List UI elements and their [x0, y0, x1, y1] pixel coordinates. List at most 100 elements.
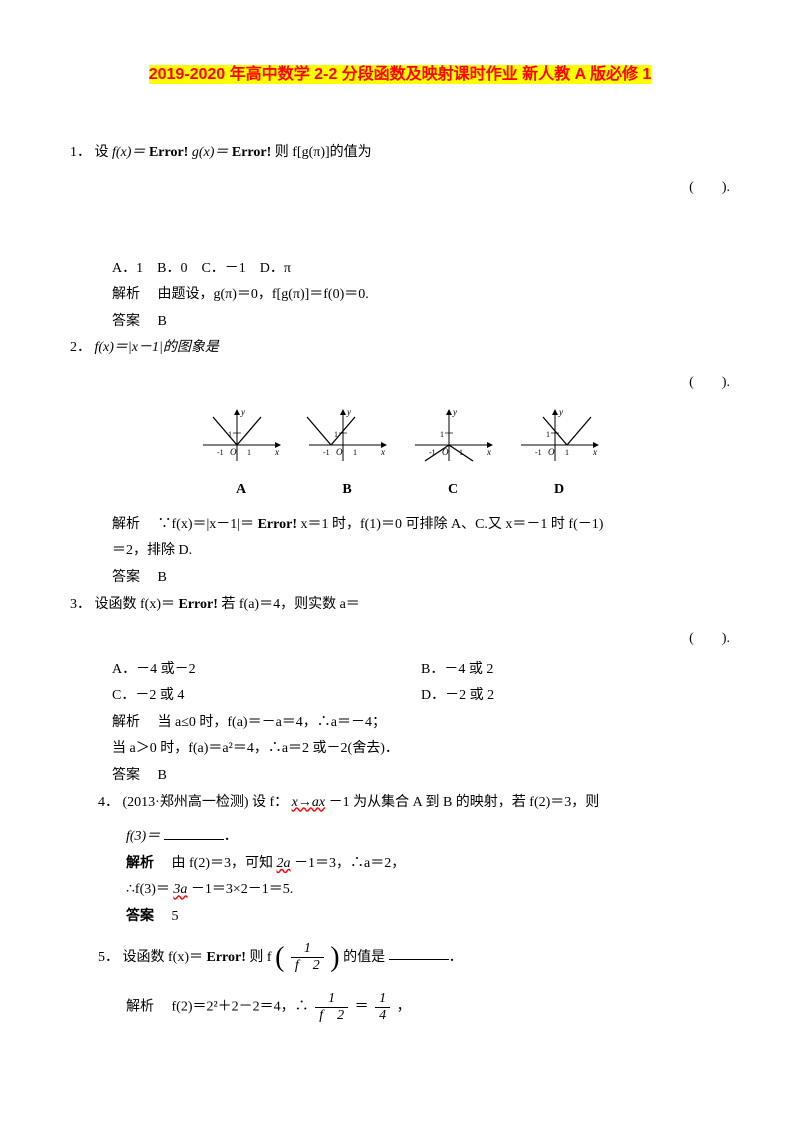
q3-analysis1-text: 当 a≤0 时，f(a)＝－a＝4，∴a＝－4；: [158, 715, 387, 730]
problem-4: 4． (2013·郑州高一检测) 设 f： x→ax －1 为从集合 A 到 B…: [70, 790, 730, 817]
q3-stem-a: 设函数 f(x)＝: [95, 597, 176, 612]
q4-stem-line2: f(3)＝ ．: [70, 824, 730, 851]
q5-stem-a: 设函数 f(x)＝: [123, 949, 204, 964]
q4-analysis1-b: 2a: [277, 856, 291, 871]
answer-label: 答案: [112, 314, 154, 329]
q3-answer: 答案 B: [70, 763, 730, 790]
q1-paren: ( ).: [70, 175, 730, 202]
q1-analysis-text: 由题设，g(π)＝0，f[g(π)]＝f(0)＝0.: [158, 287, 369, 302]
q5-number: 5．: [98, 949, 119, 964]
q2-analysis-b: x＝1 时，f(1)＝0 可排除 A、C.又 x＝－1 时 f(－1): [300, 517, 603, 532]
graph-a: y x -1 O 1 1 A: [197, 405, 285, 504]
svg-text:y: y: [558, 407, 563, 417]
frac2-top: 1: [315, 992, 348, 1008]
q2-analysis: 解析 ∵f(x)＝|x－1|＝ Error! x＝1 时，f(1)＝0 可排除 …: [70, 512, 730, 539]
graph-label: A: [197, 477, 285, 504]
svg-text:-1: -1: [323, 448, 330, 457]
svg-text:1: 1: [353, 448, 357, 457]
q2-stem: f(x)＝|x－1|的图象是: [95, 340, 219, 355]
q2-analysis-c: ＝2，排除 D.: [70, 538, 730, 565]
frac3-top: 1: [375, 992, 390, 1008]
q4-map: x→ax: [292, 795, 325, 810]
lparen-icon: (: [275, 942, 284, 973]
svg-text:x: x: [274, 447, 279, 457]
q3-analysis1: 解析 当 a≤0 时，f(a)＝－a＝4，∴a＝－4；: [70, 710, 730, 737]
svg-text:1: 1: [459, 448, 463, 457]
rparen-icon: ): [330, 942, 339, 973]
q3-opt-c: C．－2 或 4: [112, 683, 421, 710]
answer-label: 答案: [112, 570, 154, 585]
q1-error-2: Error!: [232, 145, 271, 160]
svg-text:y: y: [240, 407, 245, 417]
svg-text:x: x: [380, 447, 385, 457]
svg-text:O: O: [442, 447, 449, 457]
q4-answer-val: 5: [172, 909, 179, 924]
graph-label: B: [303, 477, 391, 504]
q1-fx: f(x)＝: [112, 145, 145, 160]
svg-text:O: O: [336, 447, 343, 457]
q4-analysis2-b: 3a: [173, 882, 187, 897]
q1-answer: 答案 B: [70, 309, 730, 336]
spacer: [70, 206, 730, 256]
svg-text:1: 1: [228, 430, 232, 439]
frac1-top: 1: [291, 942, 324, 958]
q5-error: Error!: [207, 949, 246, 964]
svg-text:-1: -1: [217, 448, 224, 457]
svg-text:1: 1: [334, 430, 338, 439]
q2-number: 2．: [70, 340, 91, 355]
svg-text:O: O: [548, 447, 555, 457]
q5-analysis: 解析 f(2)＝2²＋2－2＝4，∴ 1 f 2 ＝ 1 4 ，: [70, 992, 730, 1023]
q4-analysis2-a: ∴f(3)＝: [126, 882, 170, 897]
problem-2: 2． f(x)＝|x－1|的图象是: [70, 335, 730, 362]
svg-text:-1: -1: [429, 448, 436, 457]
svg-text:x: x: [592, 447, 597, 457]
q5-stem-c: 的值是: [343, 949, 385, 964]
q3-opt-a: A．－4 或－2: [112, 657, 421, 684]
q4-analysis1-c: －1＝3，∴a＝2，: [294, 856, 405, 871]
q1-stem-b: 则 f[g(π)]的值为: [275, 145, 372, 160]
problem-5: 5． 设函数 f(x)＝ Error! 则 f ( 1 f 2 ) 的值是 ．: [70, 931, 730, 984]
q2-answer: 答案 B: [70, 565, 730, 592]
q4-analysis2: ∴f(3)＝ 3a －1＝3×2－1＝5.: [70, 877, 730, 904]
page-title-wrap: 2019-2020 年高中数学 2-2 分段函数及映射课时作业 新人教 A 版必…: [70, 60, 730, 90]
q1-gx: g(x)＝: [192, 145, 229, 160]
analysis-label: 解析: [112, 715, 154, 730]
graph-label: C: [409, 477, 497, 504]
q1-answer-val: B: [158, 314, 167, 329]
q4-stem-a: 设 f：: [252, 795, 288, 810]
q4-number: 4．: [98, 795, 119, 810]
analysis-label: 解析: [112, 517, 154, 532]
q4-answer: 答案 5: [70, 904, 730, 931]
graph-label: D: [515, 477, 603, 504]
blank-line: [164, 825, 224, 840]
q4-stem-c: f(3)＝: [126, 829, 160, 844]
q2-paren: ( ).: [70, 370, 730, 397]
graph-d: y x -1 O 1 1 D: [515, 405, 603, 504]
problem-1: 1． 设 f(x)＝ Error! g(x)＝ Error! 则 f[g(π)]…: [70, 140, 730, 167]
q1-stem-a: 设: [95, 145, 113, 160]
frac1-bot: f 2: [291, 958, 324, 973]
analysis-label: 解析: [126, 1000, 168, 1015]
analysis-label: 解析: [112, 287, 154, 302]
fraction-1: 1 f 2: [291, 942, 324, 973]
q1-options: A．1 B．0 C．－1 D．π: [70, 256, 730, 283]
q5-analysis-c: ，: [397, 1000, 411, 1015]
svg-text:-1: -1: [535, 448, 542, 457]
q3-stem-b: 若 f(a)＝4，则实数 a＝: [221, 597, 359, 612]
svg-text:y: y: [452, 407, 457, 417]
problem-3: 3． 设函数 f(x)＝ Error! 若 f(a)＝4，则实数 a＝: [70, 592, 730, 619]
q3-options-row1: A．－4 或－2 B．－4 或 2: [70, 657, 730, 684]
svg-text:x: x: [486, 447, 491, 457]
svg-text:1: 1: [565, 448, 569, 457]
answer-label: 答案: [126, 909, 168, 924]
q3-paren: ( ).: [70, 626, 730, 653]
q4-stem-b: －1 为从集合 A 到 B 的映射，若 f(2)＝3，则: [329, 795, 600, 810]
q1-analysis: 解析 由题设，g(π)＝0，f[g(π)]＝f(0)＝0.: [70, 282, 730, 309]
q1-number: 1．: [70, 145, 91, 160]
q2-error: Error!: [258, 517, 297, 532]
q3-answer-val: B: [158, 768, 167, 783]
q3-error: Error!: [179, 597, 218, 612]
svg-text:1: 1: [440, 430, 444, 439]
frac3-bot: 4: [375, 1008, 390, 1023]
q4-source: (2013·郑州高一检测): [123, 795, 249, 810]
